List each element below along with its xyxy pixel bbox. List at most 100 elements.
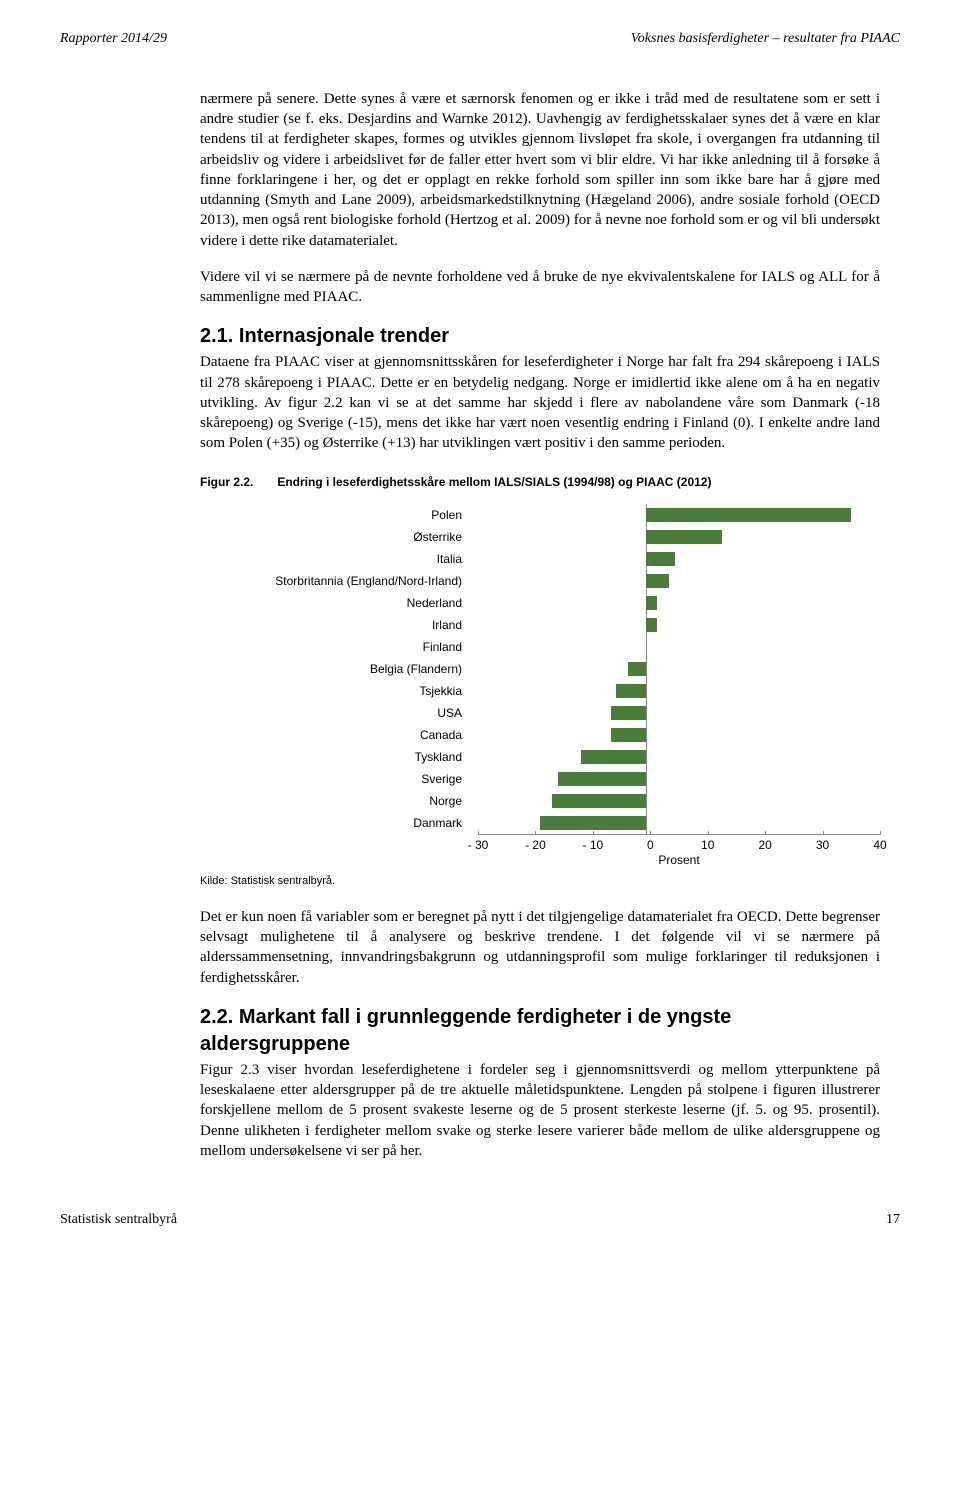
chart-bar <box>540 816 645 830</box>
chart-row: Canada <box>200 724 880 746</box>
chart-plot-cell <box>470 768 880 790</box>
chart-plot-cell <box>470 680 880 702</box>
chart-category-label: Finland <box>200 639 470 655</box>
chart-plot-cell <box>470 702 880 724</box>
chart-tick-label: - 30 <box>468 837 489 853</box>
header-left: Rapporter 2014/29 <box>60 30 167 49</box>
chart-row: Irland <box>200 614 880 636</box>
chart-row: Tyskland <box>200 746 880 768</box>
chart-category-label: Italia <box>200 551 470 567</box>
chart-plot-cell <box>470 592 880 614</box>
chart-plot-cell <box>470 570 880 592</box>
paragraph-intro: nærmere på senere. Dette synes å være et… <box>200 89 880 251</box>
chart-zero-line <box>646 746 647 768</box>
chart-row: Norge <box>200 790 880 812</box>
footer-page-number: 17 <box>886 1211 900 1230</box>
page-footer: Statistisk sentralbyrå 17 <box>60 1211 900 1230</box>
chart-tick-mark <box>823 831 824 835</box>
chart-category-label: Polen <box>200 507 470 523</box>
chart-category-label: Belgia (Flandern) <box>200 661 470 677</box>
chart-plot-cell <box>470 812 880 834</box>
figure-source: Kilde: Statistisk sentralbyrå. <box>200 874 880 889</box>
chart-zero-line <box>646 680 647 702</box>
chart-zero-line <box>646 812 647 834</box>
chart-plot-cell <box>470 548 880 570</box>
chart-tick-mark <box>650 831 651 835</box>
chart-tick-label: 10 <box>701 837 714 853</box>
chart-tick-label: - 10 <box>583 837 604 853</box>
section-2-1-body: Dataene fra PIAAC viser at gjennomsnitts… <box>200 352 880 453</box>
chart-tick-mark <box>478 831 479 835</box>
paragraph-lead: Videre vil vi se nærmere på de nevnte fo… <box>200 267 880 308</box>
chart-row: Italia <box>200 548 880 570</box>
chart-tick-mark <box>708 831 709 835</box>
chart-tick-mark <box>535 831 536 835</box>
chart-zero-line <box>646 724 647 746</box>
chart-bar <box>552 794 646 808</box>
chart-category-label: USA <box>200 705 470 721</box>
chart-zero-line <box>646 658 647 680</box>
section-2-1-heading: 2.1. Internasjonale trender <box>200 323 880 350</box>
chart-x-axis: - 30- 20- 10010203040 <box>478 834 880 852</box>
chart-tick-mark <box>880 831 881 835</box>
footer-left: Statistisk sentralbyrå <box>60 1211 177 1230</box>
chart-bar <box>628 662 646 676</box>
section-2-2-body: Figur 2.3 viser hvordan leseferdighetene… <box>200 1060 880 1161</box>
chart-bar <box>646 530 722 544</box>
chart-plot-cell <box>470 636 880 658</box>
chart-tick-label: 20 <box>758 837 771 853</box>
chart-bar <box>581 750 645 764</box>
chart-bar <box>646 552 675 566</box>
chart-tick-label: - 20 <box>525 837 546 853</box>
chart-tick-mark <box>593 831 594 835</box>
main-content: nærmere på senere. Dette synes å være et… <box>200 89 880 1161</box>
chart-zero-line <box>646 790 647 812</box>
chart-tick-label: 40 <box>873 837 886 853</box>
chart-category-label: Canada <box>200 727 470 743</box>
chart-bar <box>558 772 646 786</box>
chart-tick-label: 0 <box>647 837 654 853</box>
chart-tick-label: 30 <box>816 837 829 853</box>
figure-number: Figur 2.2. <box>200 475 253 489</box>
chart-category-label: Østerrike <box>200 529 470 545</box>
chart-row: Polen <box>200 504 880 526</box>
chart-row: USA <box>200 702 880 724</box>
chart-bar <box>611 728 646 742</box>
chart-row: Finland <box>200 636 880 658</box>
chart-row: Østerrike <box>200 526 880 548</box>
chart-x-axis-title: Prosent <box>470 852 880 868</box>
chart-category-label: Nederland <box>200 595 470 611</box>
chart-plot-cell <box>470 526 880 548</box>
chart-row: Storbritannia (England/Nord-Irland) <box>200 570 880 592</box>
chart-bar <box>611 706 646 720</box>
section-2-2-heading: 2.2. Markant fall i grunnleggende ferdig… <box>200 1004 880 1058</box>
header-right: Voksnes basisferdigheter – resultater fr… <box>631 30 900 49</box>
chart-plot-cell <box>470 614 880 636</box>
chart-zero-line <box>646 768 647 790</box>
chart-bar <box>646 596 658 610</box>
chart-row: Nederland <box>200 592 880 614</box>
figure-title: Endring i leseferdighetsskåre mellom IAL… <box>277 475 711 489</box>
chart-category-label: Danmark <box>200 815 470 831</box>
chart-category-label: Tyskland <box>200 749 470 765</box>
chart-bar <box>646 574 669 588</box>
chart-plot-cell <box>470 658 880 680</box>
chart-category-label: Storbritannia (England/Nord-Irland) <box>200 573 470 589</box>
chart-tick-mark <box>765 831 766 835</box>
chart-category-label: Norge <box>200 793 470 809</box>
chart-bar <box>646 508 851 522</box>
chart-category-label: Tsjekkia <box>200 683 470 699</box>
chart-plot-cell <box>470 790 880 812</box>
figure-2-2-caption: Figur 2.2. Endring i leseferdighetsskåre … <box>200 474 880 490</box>
chart-plot-cell <box>470 746 880 768</box>
chart-bar <box>646 618 658 632</box>
chart-row: Danmark <box>200 812 880 834</box>
chart-row: Sverige <box>200 768 880 790</box>
chart-category-label: Sverige <box>200 771 470 787</box>
chart-row: Tsjekkia <box>200 680 880 702</box>
chart-bar <box>616 684 645 698</box>
paragraph-after-chart: Det er kun noen få variabler som er bere… <box>200 907 880 988</box>
chart-zero-line <box>646 636 647 658</box>
page-header: Rapporter 2014/29 Voksnes basisferdighet… <box>60 30 900 49</box>
chart-plot-cell <box>470 724 880 746</box>
